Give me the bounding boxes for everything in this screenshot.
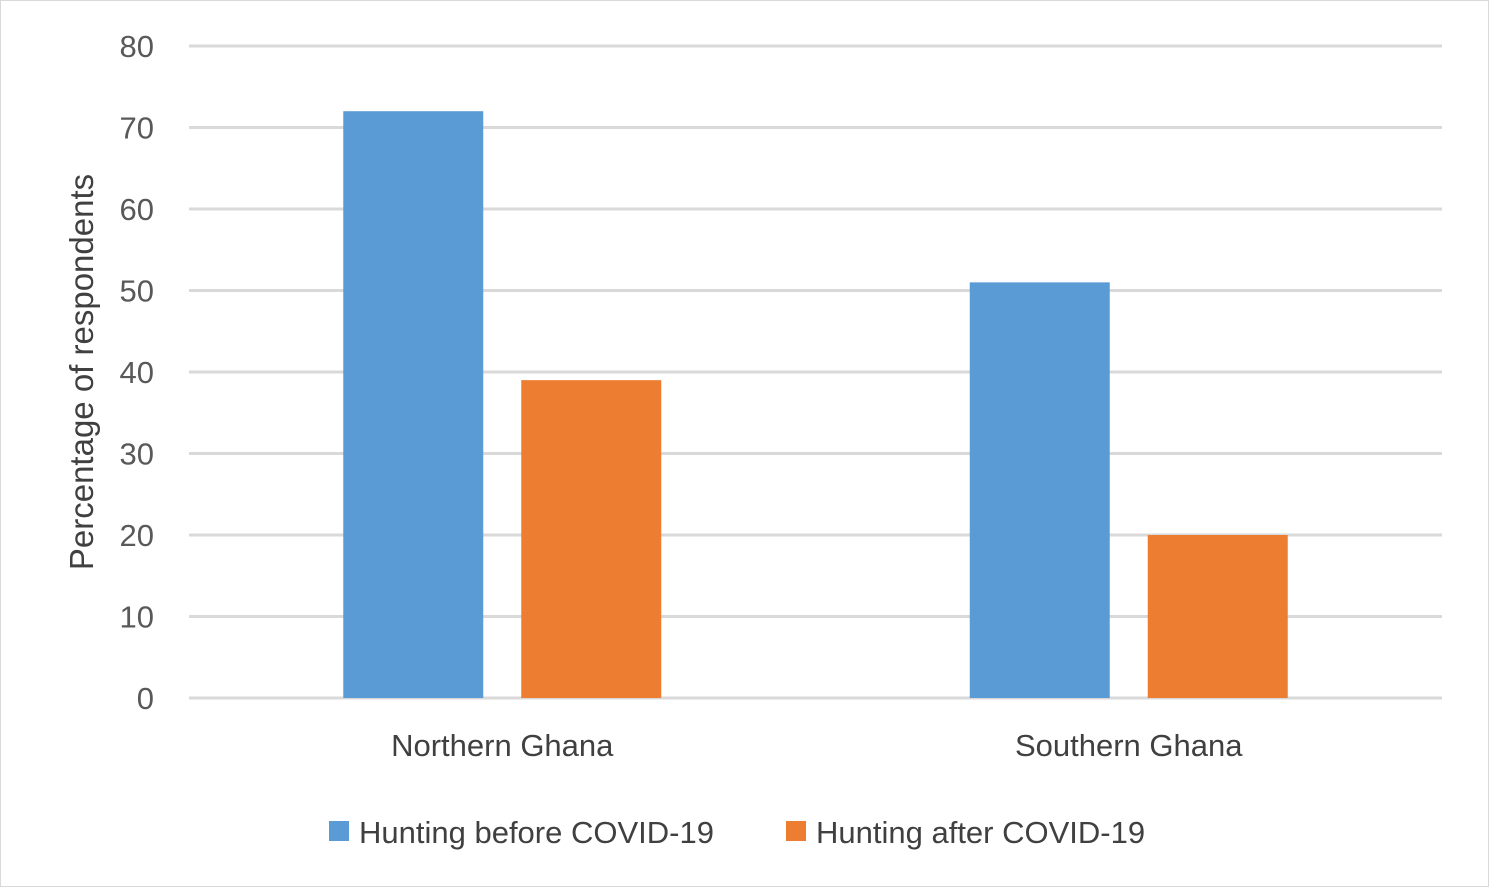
y-tick-label: 0 — [137, 681, 154, 716]
y-tick-label: 50 — [120, 274, 154, 309]
y-tick-label: 80 — [120, 29, 154, 64]
y-axis-ticks: 0 10 20 30 40 50 60 70 80 — [120, 29, 154, 716]
bar-before-southern — [969, 282, 1110, 698]
x-category-label: Southern Ghana — [1015, 728, 1243, 763]
y-tick-label: 70 — [120, 111, 154, 146]
y-tick-label: 10 — [120, 600, 154, 635]
bar-after-northern — [521, 380, 662, 698]
legend-swatch — [786, 821, 806, 841]
y-axis-label: Percentage of respondents — [63, 174, 100, 570]
x-axis-categories: Northern Ghana Southern Ghana — [391, 728, 1243, 763]
legend: Hunting before COVID-19 Hunting after COV… — [329, 815, 1145, 850]
x-category-label: Northern Ghana — [391, 728, 614, 763]
bar-before-northern — [343, 111, 484, 698]
legend-label: Hunting before COVID-19 — [359, 815, 714, 850]
y-tick-label: 30 — [120, 437, 154, 472]
bars — [343, 111, 1288, 698]
legend-swatch — [329, 821, 349, 841]
legend-label: Hunting after COVID-19 — [816, 815, 1145, 850]
y-tick-label: 20 — [120, 518, 154, 553]
y-tick-label: 40 — [120, 355, 154, 390]
bar-after-southern — [1147, 535, 1288, 698]
y-tick-label: 60 — [120, 192, 154, 227]
